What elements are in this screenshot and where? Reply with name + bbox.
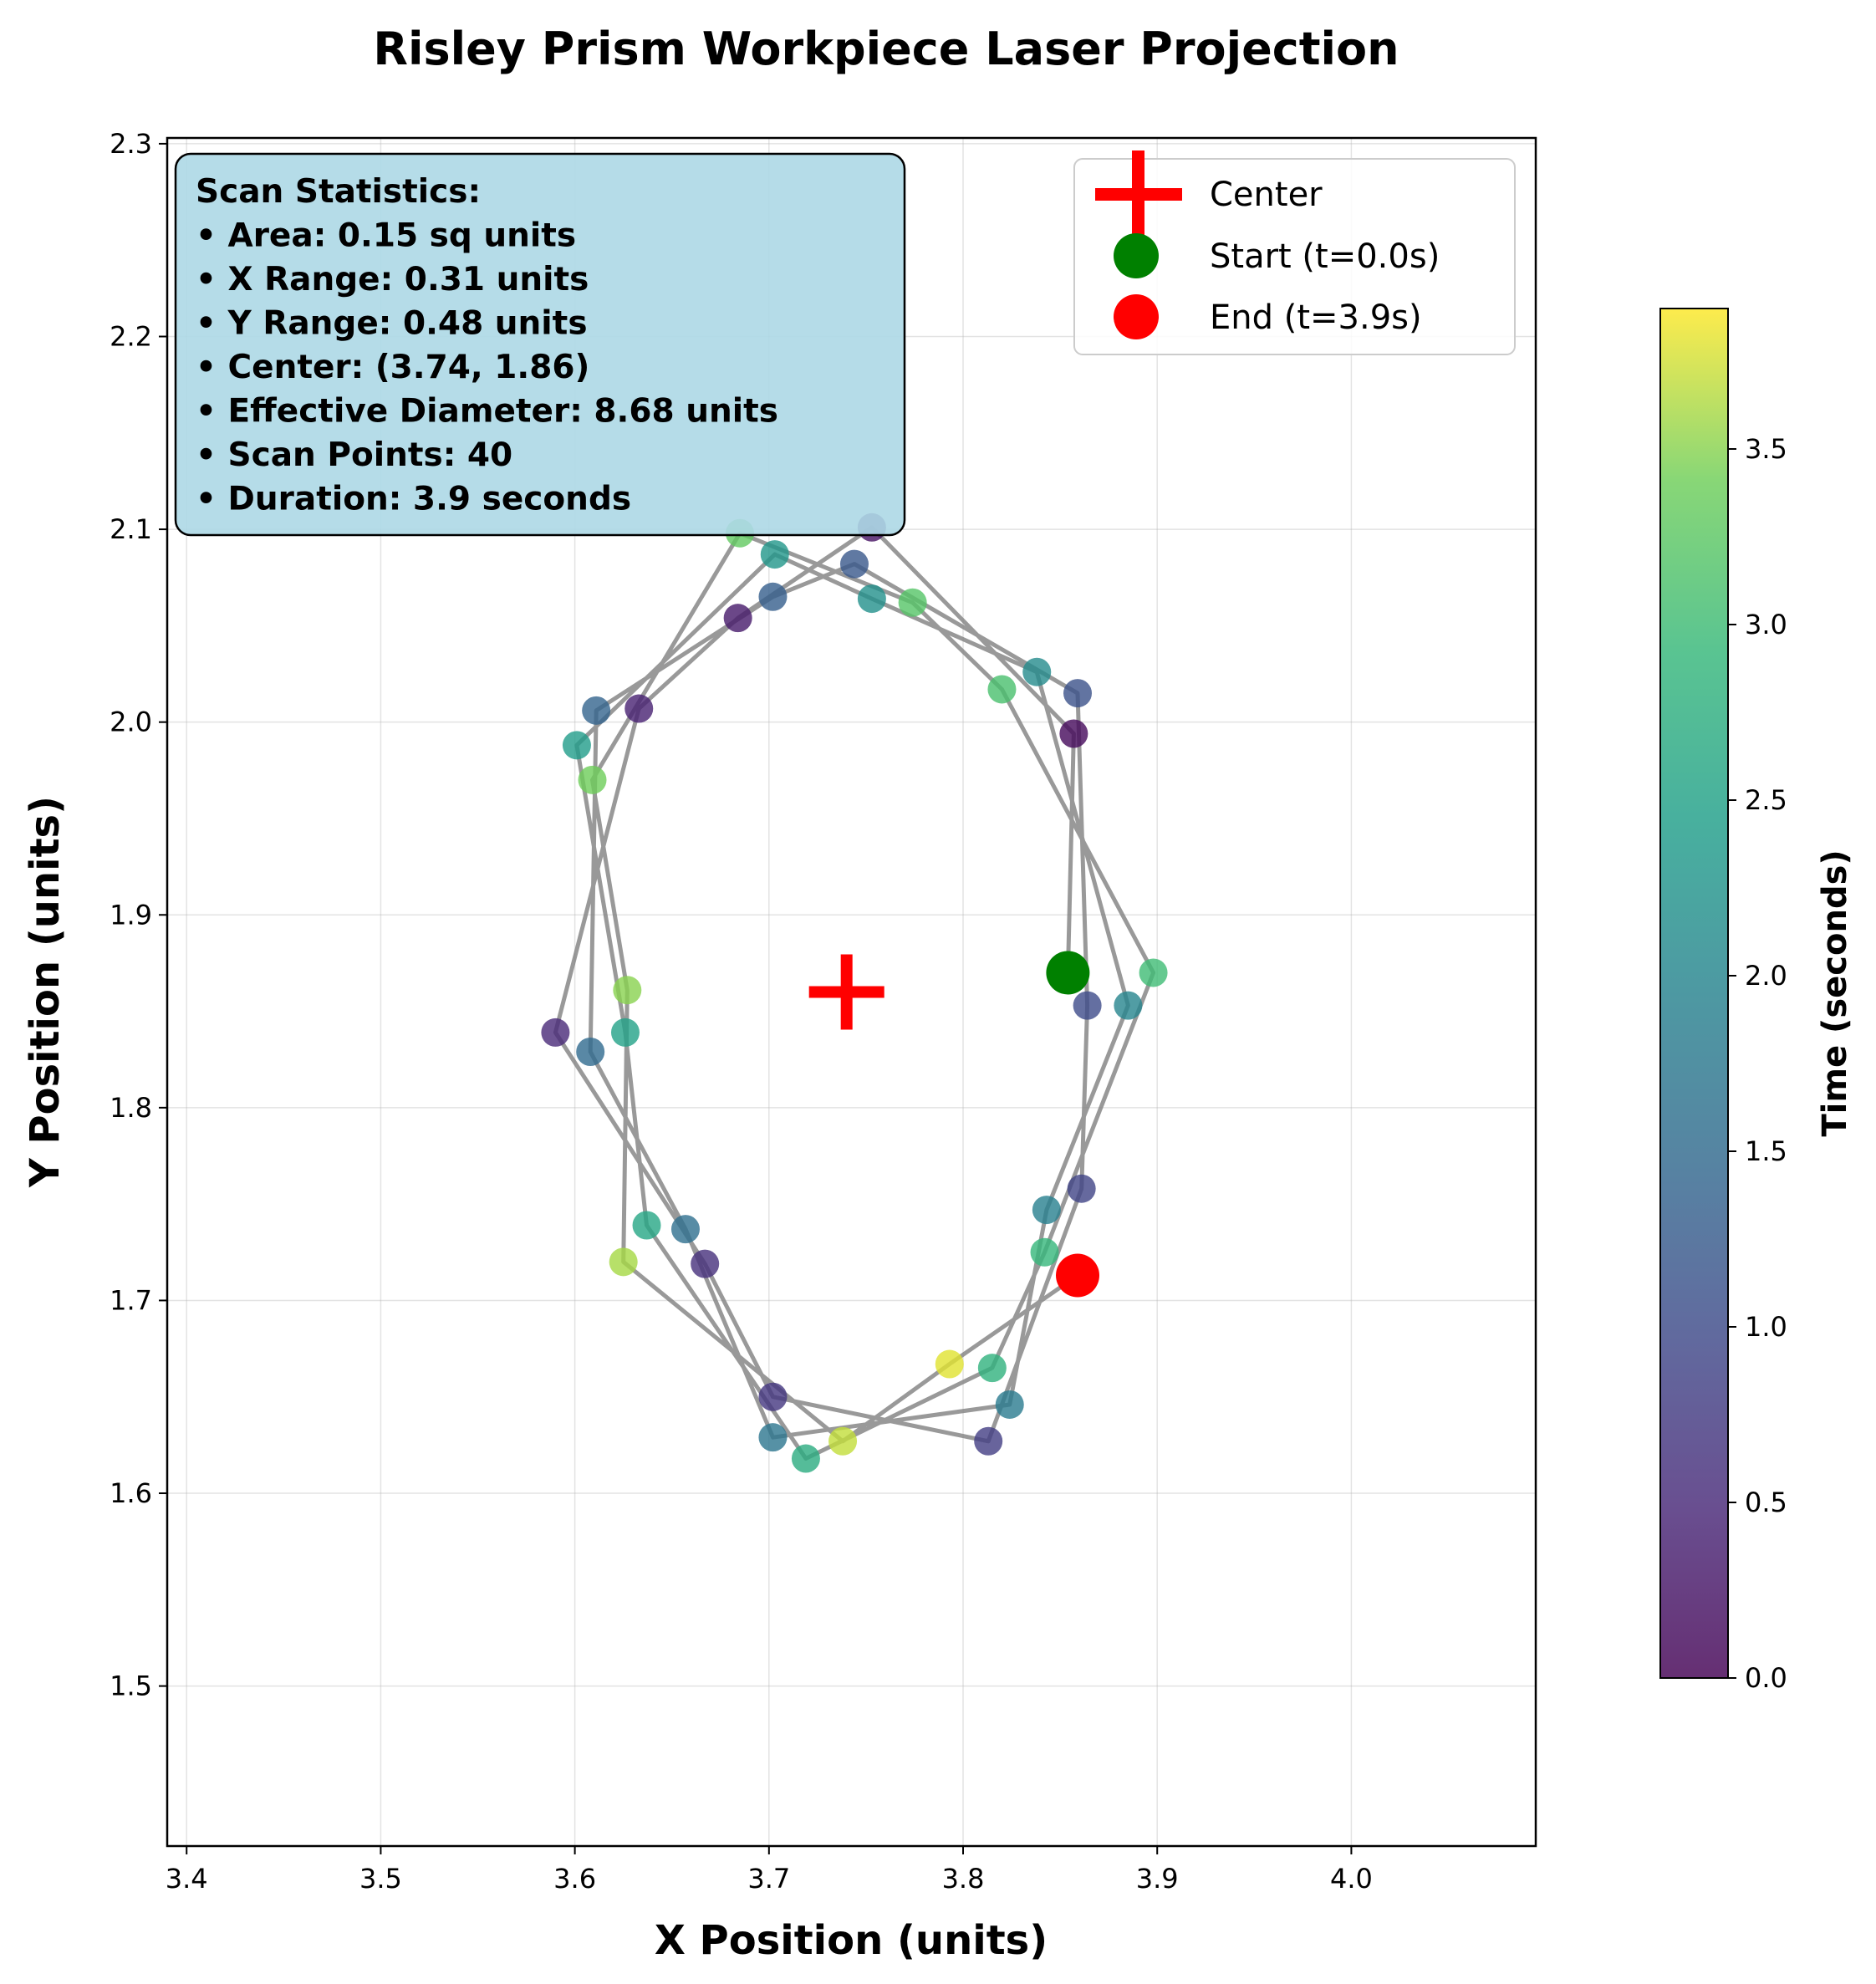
colorbar-tick-label: 2.0	[1745, 960, 1787, 992]
x-tick-label: 3.7	[747, 1863, 790, 1895]
scan-point	[839, 549, 869, 579]
x-tick-label: 3.9	[1136, 1863, 1179, 1895]
y-tick-label: 2.2	[110, 321, 152, 353]
y-tick-label: 2.1	[110, 513, 152, 545]
end-marker	[1056, 1253, 1100, 1298]
start-marker	[1046, 951, 1090, 995]
legend-frame	[1073, 158, 1516, 355]
colorbar-tick-label: 0.0	[1745, 1662, 1787, 1694]
y-tick-label: 2.0	[110, 706, 152, 738]
scan-point	[987, 675, 1017, 704]
scan-point	[1114, 991, 1143, 1020]
legend-label-center: Center	[1210, 176, 1323, 214]
x-tick-label: 3.6	[553, 1863, 596, 1895]
stats-box-background	[174, 152, 906, 537]
scan-point	[691, 1249, 720, 1278]
legend-marker-center	[1095, 150, 1182, 237]
legend: Center Start (t=0.0s) End (t=3.9s)	[1073, 150, 1516, 355]
colorbar-tick-label: 2.5	[1745, 784, 1787, 816]
center-marker-v	[840, 954, 853, 1030]
colorbar: 0.0 0.5 1.0 1.5 2.0 2.5 3.0 3.5 Time (seconds)	[1659, 308, 1854, 1694]
scan-point	[582, 696, 611, 725]
colorbar-tick-label: 3.0	[1745, 609, 1787, 640]
scan-point	[578, 765, 607, 794]
scan-point	[974, 1426, 1003, 1456]
scan-point	[1059, 719, 1088, 748]
legend-marker-end	[1114, 294, 1159, 339]
scan-point	[723, 604, 752, 633]
y-tick-label: 1.8	[110, 1092, 152, 1124]
scan-point	[758, 582, 788, 611]
scan-point	[610, 1018, 640, 1047]
colorbar-label: Time (seconds)	[1816, 849, 1854, 1136]
scan-point	[977, 1354, 1007, 1383]
x-axis-label: X Position (units)	[655, 1917, 1048, 1964]
scan-point	[562, 731, 591, 760]
scan-point	[828, 1426, 858, 1456]
scan-point	[613, 976, 642, 1005]
scan-path	[553, 525, 1156, 1461]
scan-point	[760, 540, 789, 569]
scan-point	[857, 584, 886, 614]
scan-point	[632, 1211, 661, 1240]
x-tick-label: 4.0	[1330, 1863, 1373, 1895]
stats-line: • Area: 0.15 sq units	[196, 217, 576, 255]
scan-point	[758, 1423, 788, 1452]
scan-point	[1032, 1196, 1061, 1225]
scan-path-line	[553, 525, 1156, 1461]
scan-point	[624, 694, 654, 723]
scan-point	[1067, 1174, 1096, 1203]
y-tick-label: 1.6	[110, 1477, 152, 1509]
scan-point	[1139, 958, 1168, 987]
stats-box: Scan Statistics: • Area: 0.15 sq units • X…	[174, 152, 906, 537]
scan-point	[1063, 679, 1093, 708]
scan-point	[1073, 991, 1102, 1020]
y-tick-label: 1.5	[110, 1670, 152, 1702]
scan-point	[935, 1349, 964, 1379]
colorbar-tick-label: 1.5	[1745, 1135, 1787, 1167]
scan-point	[609, 1247, 638, 1277]
colorbar-tick-label: 3.5	[1745, 433, 1787, 465]
plot-frame	[166, 136, 1537, 1848]
stats-line: • Center: (3.74, 1.86)	[196, 349, 589, 386]
legend-marker-start	[1114, 233, 1159, 278]
scan-point	[670, 1215, 700, 1244]
x-axis-ticks: 3.4 3.5 3.6 3.7 3.8 3.9 4.0	[166, 1846, 1373, 1895]
chart-title: Risley Prism Workpiece Laser Projection	[373, 23, 1399, 75]
stats-line: • Effective Diameter: 8.68 units	[196, 393, 778, 431]
scan-point	[791, 1444, 820, 1473]
colorbar-gradient	[1659, 308, 1729, 1679]
y-tick-label: 2.3	[110, 128, 152, 160]
scan-point	[1022, 657, 1052, 686]
legend-label-start: Start (t=0.0s)	[1210, 237, 1440, 276]
stats-line: • Y Range: 0.48 units	[196, 305, 588, 343]
stats-line: • X Range: 0.31 units	[196, 261, 589, 298]
x-tick-label: 3.8	[942, 1863, 985, 1895]
scan-point	[541, 1018, 570, 1047]
y-axis-ticks: 1.5 1.6 1.7 1.8 1.9 2.0 2.1 2.2 2.3	[110, 128, 167, 1702]
colorbar-tick-label: 0.5	[1745, 1487, 1787, 1518]
scan-point	[995, 1390, 1024, 1419]
scan-point	[758, 1382, 788, 1411]
colorbar-tick-label: 1.0	[1745, 1311, 1787, 1343]
x-tick-label: 3.4	[166, 1863, 208, 1895]
scan-point	[1030, 1237, 1059, 1267]
stats-line: • Duration: 3.9 seconds	[196, 481, 631, 518]
special-markers	[808, 951, 1100, 1298]
y-tick-label: 1.9	[110, 899, 152, 931]
scan-point	[576, 1037, 605, 1066]
y-tick-label: 1.7	[110, 1284, 152, 1316]
stats-line: • Scan Points: 40	[196, 436, 512, 474]
legend-label-end: End (t=3.9s)	[1210, 298, 1422, 337]
x-tick-label: 3.5	[359, 1863, 402, 1895]
scan-point	[898, 588, 927, 617]
colorbar-ticks: 0.0 0.5 1.0 1.5 2.0 2.5 3.0 3.5	[1728, 433, 1787, 1694]
stats-line: Scan Statistics:	[196, 173, 481, 211]
y-axis-label: Y Position (units)	[22, 796, 69, 1188]
